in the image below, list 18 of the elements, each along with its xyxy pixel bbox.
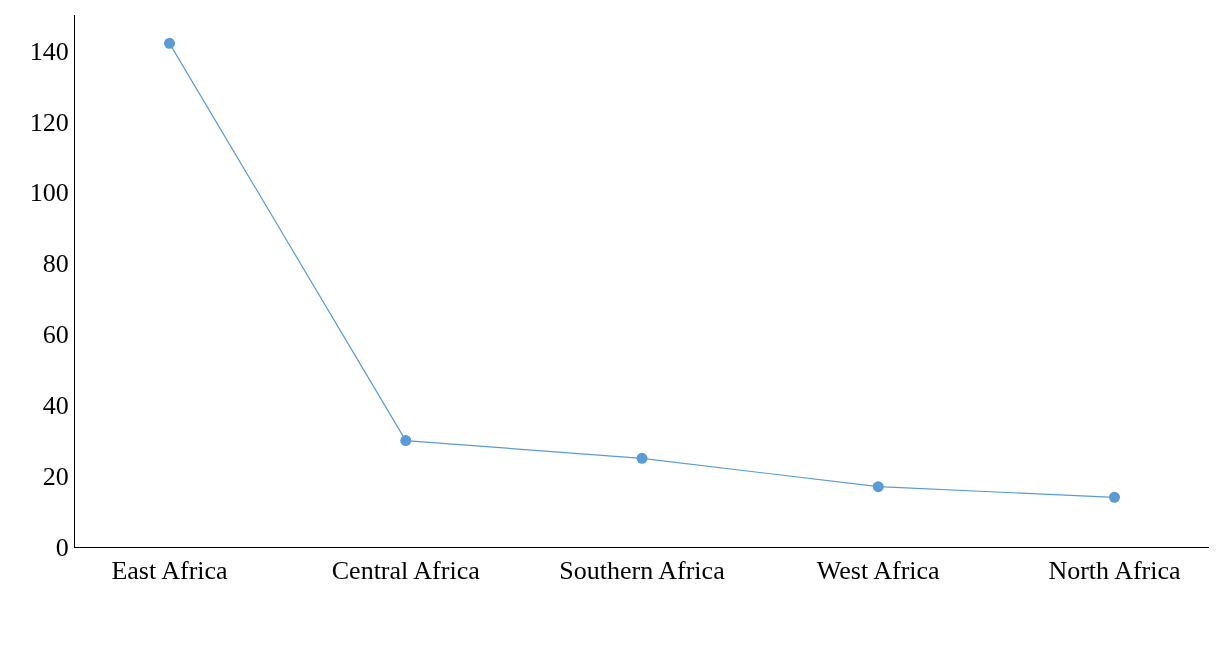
y-tick-label: 100 — [29, 178, 69, 208]
y-tick-label: 40 — [42, 391, 69, 421]
point — [400, 435, 412, 447]
point — [872, 481, 884, 493]
x-tick-label: Central Africa — [331, 556, 481, 586]
y-tick-label: 120 — [29, 107, 69, 137]
point — [636, 452, 648, 464]
x-tick-label: West Africa — [816, 556, 941, 586]
y-tick-label: 0 — [55, 533, 69, 563]
y-tick-label: 60 — [42, 320, 69, 350]
point — [1109, 491, 1120, 503]
y-tick-label: 140 — [29, 36, 69, 66]
x-tick-label: East Africa — [111, 556, 229, 586]
y-tick-label: 80 — [42, 249, 69, 279]
x-tick-label: North Africa — [1048, 556, 1182, 586]
x-tick-label: Southern Africa — [559, 556, 726, 586]
y-tick-label: 20 — [42, 462, 69, 492]
point — [164, 37, 175, 49]
